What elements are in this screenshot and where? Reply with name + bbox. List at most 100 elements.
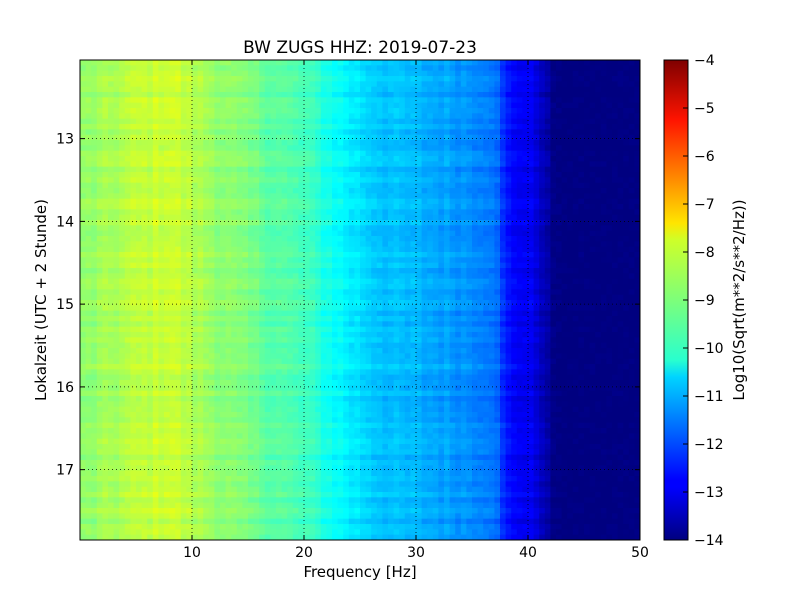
heatmap-cell [164, 268, 171, 274]
heatmap-cell [259, 273, 266, 280]
heatmap-cell [287, 92, 294, 98]
heatmap-cell [505, 316, 512, 322]
heatmap-cell [343, 113, 350, 120]
heatmap-cell [505, 262, 512, 269]
heatmap-cell [292, 81, 299, 88]
heatmap-cell [287, 182, 294, 189]
heatmap-cell [309, 182, 316, 189]
heatmap-cell [477, 102, 484, 109]
heatmap-cell [393, 236, 400, 242]
heatmap-cell [281, 172, 288, 178]
heatmap-cell [108, 145, 115, 152]
heatmap-cell [259, 252, 266, 258]
heatmap-cell [298, 177, 305, 184]
heatmap-cell [197, 220, 204, 226]
heatmap-cell [343, 220, 350, 226]
heatmap-cell [438, 268, 445, 274]
heatmap-cell [455, 316, 462, 322]
heatmap-cell [410, 150, 417, 157]
heatmap-cell [477, 257, 484, 264]
heatmap-cell [220, 177, 227, 184]
heatmap-cell [264, 294, 271, 301]
heatmap-cell [309, 140, 316, 146]
heatmap-cell [270, 257, 277, 264]
heatmap-cell [180, 76, 187, 82]
heatmap-cell [516, 204, 523, 210]
heatmap-cell [248, 284, 255, 290]
heatmap-cell [528, 220, 535, 226]
heatmap-cell [208, 65, 215, 72]
heatmap-cell [141, 241, 148, 248]
heatmap-cell [130, 294, 137, 301]
heatmap-cell [483, 230, 490, 237]
heatmap-cell [533, 284, 540, 290]
heatmap-cell [438, 273, 445, 280]
heatmap-cell [276, 294, 283, 301]
heatmap-cell [197, 150, 204, 157]
heatmap-cell [460, 273, 467, 280]
heatmap-cell [130, 161, 137, 168]
heatmap-cell [309, 188, 316, 194]
heatmap-cell [287, 198, 294, 205]
heatmap-cell [220, 134, 227, 141]
heatmap-cell [158, 177, 165, 184]
heatmap-cell [354, 172, 361, 178]
heatmap-cell [276, 124, 283, 130]
heatmap-cell [91, 188, 98, 194]
heatmap-cell [511, 118, 518, 125]
heatmap-cell [259, 70, 266, 77]
heatmap-cell [438, 284, 445, 290]
heatmap-cell [360, 294, 367, 301]
heatmap-cell [343, 310, 350, 317]
heatmap-cell [158, 273, 165, 280]
heatmap-cell [180, 262, 187, 269]
heatmap-cell [276, 150, 283, 157]
heatmap-cell [270, 289, 277, 296]
heatmap-cell [292, 321, 299, 328]
heatmap-cell [606, 76, 613, 82]
heatmap-cell [91, 321, 98, 328]
heatmap-cell [404, 129, 411, 136]
heatmap-cell [214, 204, 221, 210]
heatmap-cell [388, 156, 395, 162]
heatmap-cell [427, 262, 434, 269]
heatmap-cell [595, 92, 602, 98]
heatmap-cell [561, 166, 568, 173]
heatmap-cell [421, 129, 428, 136]
heatmap-cell [460, 225, 467, 232]
heatmap-cell [113, 166, 120, 173]
heatmap-cell [421, 193, 428, 200]
heatmap-cell [85, 246, 92, 253]
heatmap-cell [561, 182, 568, 189]
heatmap-cell [612, 289, 619, 296]
heatmap-cell [309, 65, 316, 72]
heatmap-cell [96, 214, 103, 221]
heatmap-cell [236, 60, 243, 66]
heatmap-cell [309, 262, 316, 269]
heatmap-cell [556, 145, 563, 152]
heatmap-cell [477, 214, 484, 221]
heatmap-cell [343, 150, 350, 157]
heatmap-cell [628, 294, 635, 301]
heatmap-cell [528, 273, 535, 280]
heatmap-cell [169, 172, 176, 178]
heatmap-cell [438, 102, 445, 109]
heatmap-cell [124, 113, 131, 120]
heatmap-cell [147, 76, 154, 82]
heatmap-cell [455, 305, 462, 312]
heatmap-cell [589, 156, 596, 162]
heatmap-cell [494, 268, 501, 274]
heatmap-cell [460, 177, 467, 184]
heatmap-cell [416, 70, 423, 77]
heatmap-cell [416, 81, 423, 88]
heatmap-cell [388, 204, 395, 210]
heatmap-cell [337, 86, 344, 93]
heatmap-cell [270, 86, 277, 93]
heatmap-cell [292, 177, 299, 184]
heatmap-cell [214, 230, 221, 237]
heatmap-cell [572, 273, 579, 280]
heatmap-cell [276, 278, 283, 285]
heatmap-cell [561, 214, 568, 221]
heatmap-cell [309, 76, 316, 82]
heatmap-cell [500, 150, 507, 157]
